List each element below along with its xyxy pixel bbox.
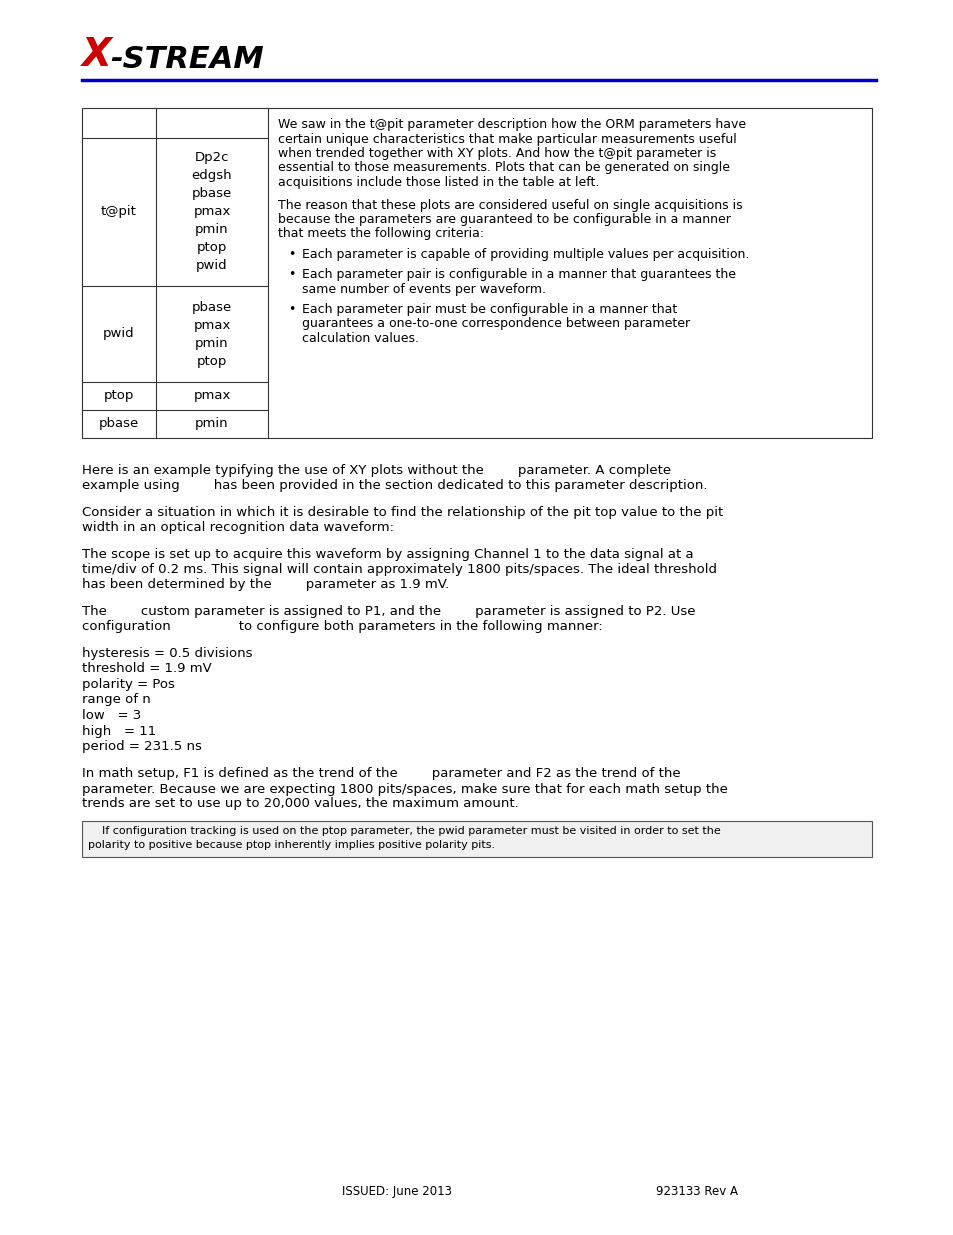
- Text: •: •: [288, 268, 295, 282]
- Text: 923133 Rev A: 923133 Rev A: [656, 1186, 738, 1198]
- Text: Each parameter pair is configurable in a manner that guarantees the: Each parameter pair is configurable in a…: [302, 268, 735, 282]
- Text: calculation values.: calculation values.: [302, 332, 418, 345]
- Text: ptop: ptop: [104, 389, 134, 403]
- Text: pmax: pmax: [193, 389, 231, 403]
- Text: Each parameter is capable of providing multiple values per acquisition.: Each parameter is capable of providing m…: [302, 248, 749, 261]
- Text: We saw in the t@pit parameter description how the ORM parameters have: We saw in the t@pit parameter descriptio…: [277, 119, 745, 131]
- Text: certain unique characteristics that make particular measurements useful: certain unique characteristics that make…: [277, 132, 736, 146]
- Text: The reason that these plots are considered useful on single acquisitions is: The reason that these plots are consider…: [277, 199, 741, 211]
- Text: The scope is set up to acquire this waveform by assigning Channel 1 to the data : The scope is set up to acquire this wave…: [82, 548, 693, 561]
- Text: pbase: pbase: [99, 417, 139, 431]
- Text: If configuration tracking is used on the ptop parameter, the pwid parameter must: If configuration tracking is used on the…: [88, 826, 720, 836]
- Text: pbase
pmax
pmin
ptop: pbase pmax pmin ptop: [192, 300, 232, 368]
- Text: Consider a situation in which it is desirable to find the relationship of the pi: Consider a situation in which it is desi…: [82, 506, 722, 519]
- Text: Here is an example typifying the use of XY plots without the        parameter. A: Here is an example typifying the use of …: [82, 464, 670, 477]
- Text: high   = 11: high = 11: [82, 725, 156, 737]
- Text: when trended together with XY plots. And how the t@pit parameter is: when trended together with XY plots. And…: [277, 147, 716, 161]
- Text: because the parameters are guaranteed to be configurable in a manner: because the parameters are guaranteed to…: [277, 212, 730, 226]
- Text: guarantees a one-to-one correspondence between parameter: guarantees a one-to-one correspondence b…: [302, 317, 689, 331]
- Text: t@pit: t@pit: [101, 205, 137, 219]
- Text: polarity to positive because ptop inherently implies positive polarity pits.: polarity to positive because ptop inhere…: [88, 840, 495, 850]
- Text: acquisitions include those listed in the table at left.: acquisitions include those listed in the…: [277, 177, 598, 189]
- Text: time/div of 0.2 ms. This signal will contain approximately 1800 pits/spaces. The: time/div of 0.2 ms. This signal will con…: [82, 563, 717, 576]
- Text: Dp2c
edgsh
pbase
pmax
pmin
ptop
pwid: Dp2c edgsh pbase pmax pmin ptop pwid: [192, 152, 233, 273]
- Text: period = 231.5 ns: period = 231.5 ns: [82, 740, 202, 753]
- Text: example using        has been provided in the section dedicated to this paramete: example using has been provided in the s…: [82, 479, 707, 492]
- Text: X: X: [82, 36, 112, 74]
- Text: In math setup, F1 is defined as the trend of the        parameter and F2 as the : In math setup, F1 is defined as the tren…: [82, 767, 679, 781]
- Text: width in an optical recognition data waveform:: width in an optical recognition data wav…: [82, 521, 394, 534]
- Bar: [82, 107, 871, 438]
- Text: -STREAM: -STREAM: [110, 44, 263, 74]
- Text: trends are set to use up to 20,000 values, the maximum amount.: trends are set to use up to 20,000 value…: [82, 798, 518, 810]
- Text: The        custom parameter is assigned to P1, and the        parameter is assig: The custom parameter is assigned to P1, …: [82, 605, 695, 618]
- Text: that meets the following criteria:: that meets the following criteria:: [277, 227, 483, 241]
- Text: •: •: [288, 303, 295, 316]
- Text: pmin: pmin: [195, 417, 229, 431]
- Text: essential to those measurements. Plots that can be generated on single: essential to those measurements. Plots t…: [277, 162, 729, 174]
- Text: configuration                to configure both parameters in the following manne: configuration to configure both paramete…: [82, 620, 602, 634]
- Text: threshold = 1.9 mV: threshold = 1.9 mV: [82, 662, 212, 676]
- Text: polarity = Pos: polarity = Pos: [82, 678, 174, 692]
- Text: Each parameter pair must be configurable in a manner that: Each parameter pair must be configurable…: [302, 303, 677, 316]
- Text: hysteresis = 0.5 divisions: hysteresis = 0.5 divisions: [82, 647, 253, 659]
- Bar: [82, 820, 871, 857]
- Text: •: •: [288, 248, 295, 261]
- Text: range of n: range of n: [82, 694, 151, 706]
- Text: pwid: pwid: [103, 327, 134, 341]
- Text: low   = 3: low = 3: [82, 709, 141, 722]
- Text: same number of events per waveform.: same number of events per waveform.: [302, 283, 545, 295]
- Text: parameter. Because we are expecting 1800 pits/spaces, make sure that for each ma: parameter. Because we are expecting 1800…: [82, 783, 727, 795]
- Text: has been determined by the        parameter as 1.9 mV.: has been determined by the parameter as …: [82, 578, 449, 592]
- Text: ISSUED: June 2013: ISSUED: June 2013: [341, 1186, 452, 1198]
